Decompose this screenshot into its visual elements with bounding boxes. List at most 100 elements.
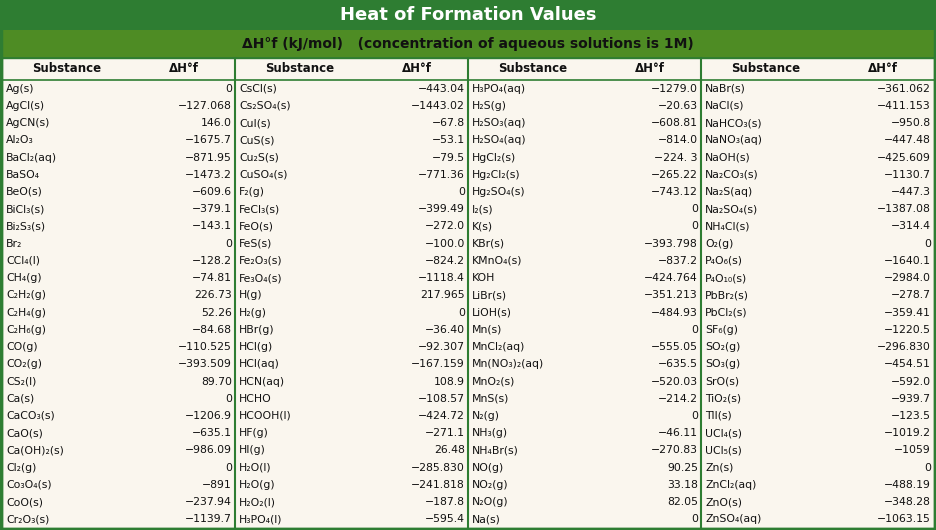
Text: −84.68: −84.68 (192, 325, 232, 335)
Text: Fe₂O₃(s): Fe₂O₃(s) (239, 256, 283, 266)
Text: −237.94: −237.94 (185, 497, 232, 507)
Text: Cu₂S(s): Cu₂S(s) (239, 153, 279, 163)
Text: Co₃O₄(s): Co₃O₄(s) (6, 480, 51, 490)
Text: BaSO₄: BaSO₄ (6, 170, 40, 180)
Text: −424.764: −424.764 (644, 273, 698, 283)
Text: K(s): K(s) (472, 222, 493, 232)
Text: −595.4: −595.4 (425, 515, 465, 524)
Text: −424.72: −424.72 (418, 411, 465, 421)
Text: Mn(NO₃)₂(aq): Mn(NO₃)₂(aq) (472, 359, 544, 369)
Text: H(g): H(g) (239, 290, 263, 301)
Bar (2, 80, 934, 528)
Text: 89.70: 89.70 (201, 376, 232, 386)
Text: C₂H₄(g): C₂H₄(g) (6, 307, 46, 317)
Text: C₂H₆(g): C₂H₆(g) (6, 325, 46, 335)
Text: HI(g): HI(g) (239, 445, 266, 455)
Text: −1387.08: −1387.08 (877, 204, 931, 214)
Text: Heat of Formation Values: Heat of Formation Values (340, 6, 596, 24)
Bar (2, 58, 934, 80)
Text: SO₂(g): SO₂(g) (705, 342, 740, 352)
Text: −891: −891 (202, 480, 232, 490)
Text: H₂SO₄(aq): H₂SO₄(aq) (472, 135, 527, 145)
Text: HF(g): HF(g) (239, 428, 269, 438)
Text: TiO₂(s): TiO₂(s) (705, 394, 741, 404)
Text: 0: 0 (458, 187, 465, 197)
Text: H₂O(l): H₂O(l) (239, 463, 271, 473)
Text: 0: 0 (225, 463, 232, 473)
Text: C₂H₂(g): C₂H₂(g) (6, 290, 46, 301)
Text: H₃PO₄(l): H₃PO₄(l) (239, 515, 283, 524)
Text: −447.3: −447.3 (891, 187, 931, 197)
Text: −361.062: −361.062 (877, 84, 931, 94)
Text: −314.4: −314.4 (891, 222, 931, 232)
Text: −1139.7: −1139.7 (185, 515, 232, 524)
Text: H₂(g): H₂(g) (239, 307, 267, 317)
Text: N₂O(g): N₂O(g) (472, 497, 508, 507)
Text: −411.153: −411.153 (877, 101, 931, 111)
Text: −53.1: −53.1 (431, 135, 465, 145)
Text: −1130.7: −1130.7 (884, 170, 931, 180)
Text: BiCl₃(s): BiCl₃(s) (6, 204, 45, 214)
Text: 217.965: 217.965 (420, 290, 465, 301)
Text: NaCl(s): NaCl(s) (705, 101, 744, 111)
Text: 0: 0 (458, 307, 465, 317)
Text: −950.8: −950.8 (891, 118, 931, 128)
Text: Fe₃O₄(s): Fe₃O₄(s) (239, 273, 283, 283)
Text: HgCl₂(s): HgCl₂(s) (472, 153, 517, 163)
Text: CuS(s): CuS(s) (239, 135, 274, 145)
Text: −837.2: −837.2 (658, 256, 698, 266)
Text: −871.95: −871.95 (185, 153, 232, 163)
Text: NaNO₃(aq): NaNO₃(aq) (705, 135, 763, 145)
Text: −939.7: −939.7 (891, 394, 931, 404)
Text: −1063.15: −1063.15 (877, 515, 931, 524)
Text: H₂S(g): H₂S(g) (472, 101, 507, 111)
Text: KOH: KOH (472, 273, 495, 283)
Text: LiBr(s): LiBr(s) (472, 290, 507, 301)
Text: −271.1: −271.1 (425, 428, 465, 438)
Text: 0: 0 (225, 84, 232, 94)
Text: −399.49: −399.49 (418, 204, 465, 214)
Bar (0, 30, 936, 58)
Text: 0: 0 (691, 411, 698, 421)
Text: CH₄(g): CH₄(g) (6, 273, 41, 283)
Text: Br₂: Br₂ (6, 238, 22, 249)
Text: FeS(s): FeS(s) (239, 238, 272, 249)
Text: BeO(s): BeO(s) (6, 187, 43, 197)
Text: 33.18: 33.18 (667, 480, 698, 490)
Text: 0: 0 (225, 238, 232, 249)
Text: FeO(s): FeO(s) (239, 222, 274, 232)
Text: −520.03: −520.03 (651, 376, 698, 386)
Text: −425.609: −425.609 (877, 153, 931, 163)
Text: H₂O(g): H₂O(g) (239, 480, 275, 490)
Bar (0, 0, 936, 30)
Text: BaCl₂(aq): BaCl₂(aq) (6, 153, 57, 163)
Text: P₄O₆(s): P₄O₆(s) (705, 256, 743, 266)
Text: −555.05: −555.05 (651, 342, 698, 352)
Text: Hg₂SO₄(s): Hg₂SO₄(s) (472, 187, 526, 197)
Text: MnCl₂(aq): MnCl₂(aq) (472, 342, 525, 352)
Text: −285.830: −285.830 (411, 463, 465, 473)
Text: 0: 0 (924, 238, 931, 249)
Text: −488.19: −488.19 (885, 480, 931, 490)
Text: MnS(s): MnS(s) (472, 394, 509, 404)
Text: −1206.9: −1206.9 (185, 411, 232, 421)
Text: −100.0: −100.0 (425, 238, 465, 249)
Text: −484.93: −484.93 (651, 307, 698, 317)
Text: AgCN(s): AgCN(s) (6, 118, 51, 128)
Text: CaCO₃(s): CaCO₃(s) (6, 411, 54, 421)
Text: CuI(s): CuI(s) (239, 118, 271, 128)
Text: Na₂CO₃(s): Na₂CO₃(s) (705, 170, 759, 180)
Text: Substance: Substance (33, 63, 102, 75)
Text: −443.04: −443.04 (418, 84, 465, 94)
Text: −609.6: −609.6 (192, 187, 232, 197)
Text: 0: 0 (691, 325, 698, 335)
Text: −1675.7: −1675.7 (185, 135, 232, 145)
Text: Cs₂SO₄(s): Cs₂SO₄(s) (239, 101, 290, 111)
Text: Zn(s): Zn(s) (705, 463, 734, 473)
Text: FeCl₃(s): FeCl₃(s) (239, 204, 280, 214)
Text: CuSO₄(s): CuSO₄(s) (239, 170, 287, 180)
Text: −986.09: −986.09 (185, 445, 232, 455)
Text: MnO₂(s): MnO₂(s) (472, 376, 516, 386)
Text: Substance: Substance (499, 63, 567, 75)
Text: −108.57: −108.57 (418, 394, 465, 404)
